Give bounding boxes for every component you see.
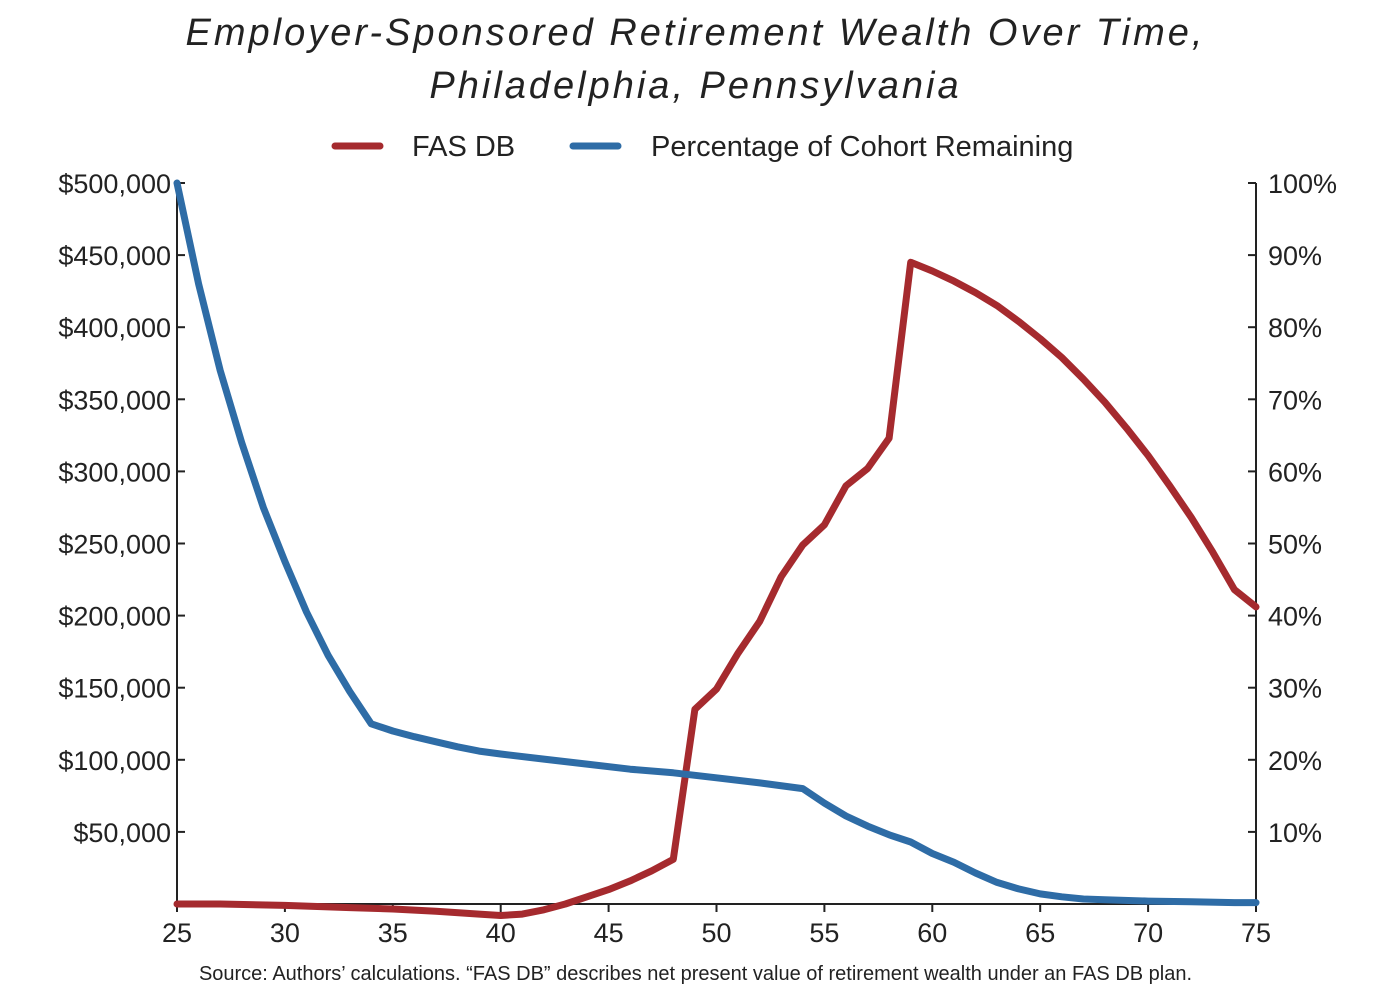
y-right-tick-label: 10%: [1268, 818, 1322, 848]
x-tick-label: 65: [1025, 918, 1055, 948]
chart-subtitle: Philadelphia, Pennsylvania: [429, 65, 962, 107]
x-tick-label: 45: [594, 918, 624, 948]
x-tick-label: 35: [378, 918, 408, 948]
x-tick-label: 70: [1133, 918, 1163, 948]
y-left-tick-label: $100,000: [58, 746, 171, 776]
y-right-tick-label: 30%: [1268, 674, 1322, 704]
y-left-tick-label: $200,000: [58, 602, 171, 632]
y-left-tick-label: $50,000: [73, 818, 171, 848]
legend: FAS DB Percentage of Cohort Remaining: [331, 131, 1073, 163]
legend-label-fas-db: FAS DB: [412, 131, 515, 163]
y-left-tick-label: $350,000: [58, 385, 171, 415]
y-left-tick-label: $500,000: [58, 169, 171, 199]
y-left-tick-label: $300,000: [58, 457, 171, 487]
x-tick-label: 40: [486, 918, 516, 948]
series-line-fas-db: [173, 258, 1260, 919]
chart-title: Employer-Sponsored Retirement Wealth Ove…: [185, 12, 1206, 54]
x-tick-label: 50: [701, 918, 731, 948]
y-right-tick-label: 90%: [1268, 241, 1322, 271]
ticks: 25 30 35 40 45 50 55 60 65 70 75 $50,000 $100,000 $15…: [58, 169, 1337, 948]
y-left-tick-label: $450,000: [58, 241, 171, 271]
axes: [176, 183, 1257, 905]
y-right-tick-label: 40%: [1268, 602, 1322, 632]
y-left-tick-label: $400,000: [58, 313, 171, 343]
source-note: Source: Authors’ calculations. “FAS DB” …: [198, 963, 1193, 985]
y-right-tick-label: 70%: [1268, 385, 1322, 415]
x-tick-label: 55: [809, 918, 839, 948]
x-tick-label: 60: [917, 918, 947, 948]
y-right-tick-label: 80%: [1268, 313, 1322, 343]
y-right-tick-label: 100%: [1268, 169, 1337, 199]
x-tick-label: 75: [1241, 918, 1271, 948]
series-layer: [173, 179, 1260, 919]
y-right-tick-label: 60%: [1268, 457, 1322, 487]
x-tick-label: 25: [162, 918, 192, 948]
x-tick-label: 30: [270, 918, 300, 948]
legend-label-cohort-remaining: Percentage of Cohort Remaining: [651, 131, 1073, 163]
y-right-tick-label: 20%: [1268, 746, 1322, 776]
y-left-tick-label: $150,000: [58, 674, 171, 704]
series-line-cohort-remaining: [173, 179, 1260, 907]
y-left-tick-label: $250,000: [58, 530, 171, 560]
y-right-tick-label: 50%: [1268, 530, 1322, 560]
